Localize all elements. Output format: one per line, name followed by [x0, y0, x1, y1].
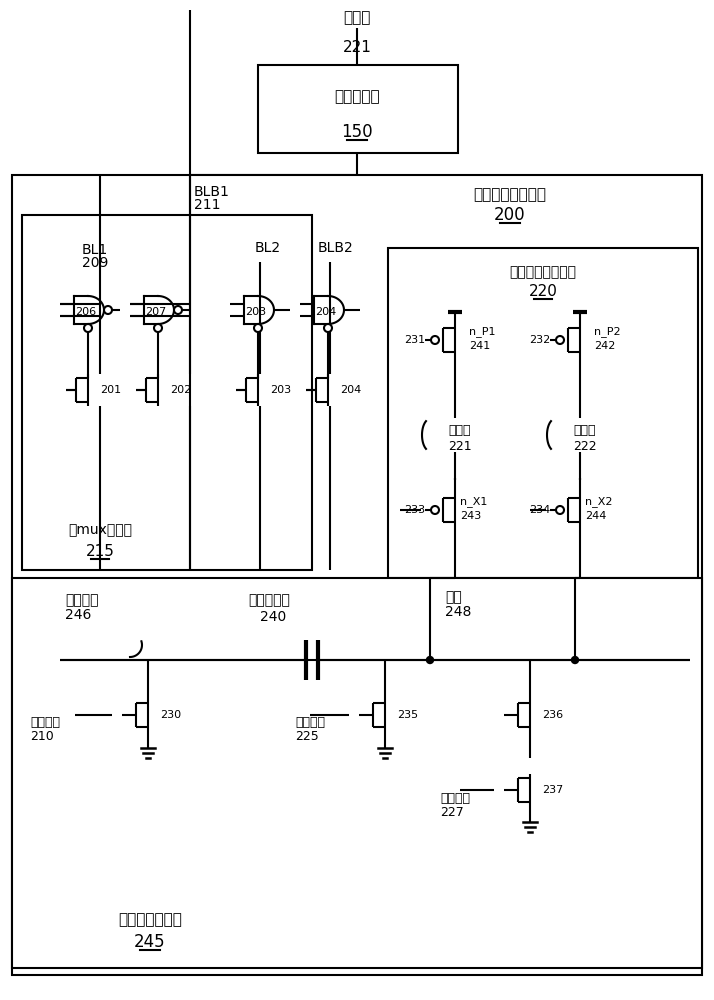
Circle shape [426, 656, 433, 664]
Text: 升压电容器: 升压电容器 [248, 593, 290, 607]
Text: 204: 204 [316, 307, 336, 317]
Text: BL2: BL2 [255, 241, 281, 255]
Text: 242: 242 [594, 341, 615, 351]
Text: 位线升压子电路: 位线升压子电路 [118, 912, 182, 928]
Text: 204: 204 [340, 385, 361, 395]
Text: 写mux子电路: 写mux子电路 [68, 523, 132, 537]
Text: 245: 245 [134, 933, 166, 951]
Text: n_X1: n_X1 [460, 497, 488, 507]
Circle shape [84, 324, 92, 332]
Text: 200: 200 [494, 206, 526, 224]
Text: 221: 221 [448, 440, 472, 452]
Text: 248: 248 [445, 605, 471, 619]
Text: 235: 235 [397, 710, 418, 720]
Text: 246: 246 [65, 608, 91, 622]
Text: BLB1: BLB1 [194, 185, 230, 199]
Text: 可编程写辅助电路: 可编程写辅助电路 [473, 188, 546, 202]
Bar [12, 578, 702, 968]
Text: 241: 241 [469, 341, 491, 351]
Circle shape [431, 336, 439, 344]
Text: 231: 231 [404, 335, 425, 345]
Text: 升压节点: 升压节点 [65, 593, 99, 607]
Circle shape [104, 306, 112, 314]
Bar [258, 65, 458, 153]
Text: n_P2: n_P2 [594, 327, 620, 337]
Text: 240: 240 [260, 610, 286, 624]
Text: 215: 215 [86, 544, 114, 560]
Text: 位线放电: 位线放电 [30, 716, 60, 728]
Circle shape [556, 506, 564, 514]
Bar [12, 175, 702, 975]
Polygon shape [314, 296, 344, 324]
Text: 存储元电路: 存储元电路 [334, 90, 380, 104]
Text: 列供电: 列供电 [343, 10, 371, 25]
Text: 列供电: 列供电 [573, 424, 595, 436]
Text: 211: 211 [194, 198, 221, 212]
Text: 233: 233 [404, 505, 425, 515]
Text: 222: 222 [573, 440, 597, 452]
Text: 209: 209 [82, 256, 109, 270]
Text: 203: 203 [246, 307, 266, 317]
Text: 236: 236 [542, 710, 563, 720]
Circle shape [571, 656, 578, 664]
Text: 221: 221 [343, 39, 371, 54]
Text: 207: 207 [146, 307, 166, 317]
Circle shape [431, 506, 439, 514]
Text: 节点: 节点 [445, 590, 462, 604]
Text: 202: 202 [170, 385, 191, 395]
Bar [22, 215, 312, 570]
Text: 244: 244 [585, 511, 606, 521]
Text: 225: 225 [295, 730, 318, 744]
Text: n_X2: n_X2 [585, 497, 613, 507]
Text: 210: 210 [30, 730, 54, 744]
Bar [388, 248, 698, 578]
Text: 232: 232 [529, 335, 550, 345]
Circle shape [154, 324, 162, 332]
Circle shape [324, 324, 332, 332]
Circle shape [556, 336, 564, 344]
Text: 203: 203 [270, 385, 291, 395]
Circle shape [174, 306, 182, 314]
Polygon shape [74, 296, 104, 324]
Polygon shape [144, 296, 174, 324]
Text: 243: 243 [460, 511, 481, 521]
Text: 列供电: 列供电 [448, 424, 471, 436]
Text: 230: 230 [160, 710, 181, 720]
Text: 位线控制: 位线控制 [295, 716, 325, 728]
Text: 237: 237 [542, 785, 563, 795]
Text: 150: 150 [341, 123, 373, 141]
Text: 201: 201 [100, 385, 121, 395]
Polygon shape [244, 296, 274, 324]
Text: 234: 234 [529, 505, 550, 515]
Text: 位线控制: 位线控制 [440, 792, 470, 804]
Text: 220: 220 [528, 284, 558, 300]
Circle shape [254, 324, 262, 332]
Text: BL1: BL1 [82, 243, 109, 257]
Text: 列供电崩溃子电路: 列供电崩溃子电路 [510, 265, 576, 279]
Text: 227: 227 [440, 806, 464, 820]
Text: 206: 206 [76, 307, 96, 317]
Text: n_P1: n_P1 [469, 327, 496, 337]
Text: BLB2: BLB2 [318, 241, 353, 255]
